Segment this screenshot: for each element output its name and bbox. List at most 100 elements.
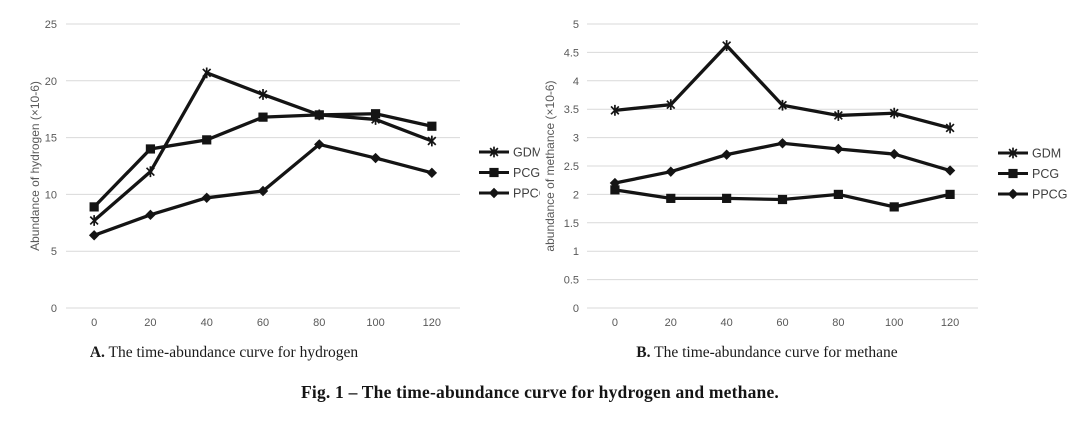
methane-chart: 0 0.5 1 1.5 2 2.5 3 3.5 4 4.5 5 0 20 40 60 80 100 120 abun… bbox=[543, 19, 1067, 329]
x-tick-label: 20 bbox=[665, 317, 677, 329]
marker-star-icon bbox=[489, 146, 499, 158]
y-tick-label: 2.5 bbox=[564, 161, 579, 173]
caption-panel-a: A. The time-abundance curve for hydrogen bbox=[0, 344, 448, 362]
legend-label: GDM bbox=[1032, 147, 1061, 161]
legend-item-gdm: GDM bbox=[479, 146, 540, 160]
legend: GDM PCG PPCG bbox=[998, 147, 1067, 202]
x-axis-ticks: 0 20 40 60 80 100 120 bbox=[91, 317, 441, 329]
marker-diamond-icon bbox=[777, 138, 788, 149]
marker-diamond-icon bbox=[833, 143, 844, 155]
marker-square-icon bbox=[833, 189, 843, 199]
marker-star-icon bbox=[1008, 147, 1018, 159]
marker-square-icon bbox=[945, 189, 955, 199]
marker-star-icon bbox=[202, 67, 212, 79]
marker-square-icon bbox=[1008, 168, 1018, 179]
caption-panel-b: B. The time-abundance curve for methane bbox=[540, 344, 994, 362]
marker-diamond-icon bbox=[1007, 188, 1019, 200]
marker-star-icon bbox=[145, 166, 155, 178]
x-tick-label: 120 bbox=[941, 317, 959, 329]
y-axis-title: abundance of methance (×10-6) bbox=[543, 80, 557, 251]
x-tick-label: 40 bbox=[721, 317, 733, 329]
marker-diamond-icon bbox=[88, 230, 100, 241]
gridlines bbox=[587, 23, 978, 309]
series-PCG bbox=[89, 109, 437, 212]
caption-b-label: B. bbox=[636, 344, 651, 361]
marker-diamond-icon bbox=[257, 185, 269, 197]
marker-diamond-icon bbox=[426, 167, 438, 179]
caption-a-text: The time-abundance curve for hydrogen bbox=[104, 344, 359, 361]
y-tick-label: 3.5 bbox=[564, 104, 579, 116]
x-tick-label: 0 bbox=[612, 317, 618, 329]
y-tick-label: 4.5 bbox=[564, 47, 579, 59]
series-line-PPCG bbox=[614, 141, 951, 185]
marker-star-icon bbox=[833, 110, 843, 121]
series-GDM bbox=[610, 40, 955, 134]
marker-diamond-icon bbox=[201, 192, 212, 204]
x-tick-label: 100 bbox=[885, 317, 903, 329]
y-tick-label: 25 bbox=[45, 19, 57, 31]
y-tick-label: 3 bbox=[573, 133, 579, 145]
marker-square-icon bbox=[258, 112, 268, 122]
x-tick-label: 120 bbox=[423, 317, 441, 329]
marker-square-icon bbox=[202, 135, 212, 145]
legend-item-pcg: PCG bbox=[998, 167, 1059, 181]
x-tick-label: 60 bbox=[776, 317, 788, 329]
y-tick-label: 1 bbox=[573, 246, 579, 258]
y-axis-ticks: 0 0.5 1 1.5 2 2.5 3 3.5 4 4.5 5 bbox=[564, 19, 579, 315]
marker-square-icon bbox=[889, 202, 899, 212]
marker-square-icon bbox=[777, 194, 788, 205]
y-tick-label: 0 bbox=[573, 303, 579, 315]
legend-item-ppcg: PPCG bbox=[998, 188, 1067, 202]
series-PCG bbox=[610, 185, 955, 212]
series-PPCG bbox=[609, 138, 956, 189]
marker-star-icon bbox=[945, 122, 955, 134]
x-tick-label: 40 bbox=[201, 317, 213, 329]
y-tick-label: 1.5 bbox=[564, 218, 579, 230]
marker-diamond-icon bbox=[370, 152, 381, 164]
legend-item-gdm: GDM bbox=[998, 147, 1061, 161]
y-tick-label: 0 bbox=[51, 303, 57, 315]
marker-diamond-icon bbox=[314, 139, 325, 150]
marker-square-icon bbox=[610, 185, 620, 195]
y-tick-label: 20 bbox=[45, 76, 57, 88]
legend-label: PPCG bbox=[513, 187, 540, 201]
legend-label: GDM bbox=[513, 146, 540, 160]
marker-square-icon bbox=[145, 144, 156, 154]
caption-b-text: The time-abundance curve for methane bbox=[650, 344, 898, 361]
y-tick-label: 10 bbox=[45, 189, 57, 201]
y-tick-label: 2 bbox=[573, 189, 579, 201]
x-tick-label: 20 bbox=[144, 317, 156, 329]
marker-diamond-icon bbox=[944, 165, 956, 176]
legend-item-ppcg: PPCG bbox=[479, 187, 540, 201]
legend-label: PCG bbox=[513, 166, 540, 180]
y-tick-label: 5 bbox=[573, 19, 579, 31]
series-line-GDM bbox=[614, 43, 951, 130]
marker-diamond-icon bbox=[665, 166, 676, 177]
y-tick-label: 15 bbox=[45, 133, 57, 145]
marker-square-icon bbox=[666, 193, 676, 203]
marker-diamond-icon bbox=[721, 149, 732, 160]
x-tick-label: 0 bbox=[91, 317, 97, 329]
marker-square-icon bbox=[370, 109, 381, 119]
marker-square-icon bbox=[314, 110, 324, 120]
legend-item-pcg: PCG bbox=[479, 166, 540, 180]
legend-label: PCG bbox=[1032, 167, 1059, 181]
marker-star-icon bbox=[889, 107, 899, 119]
x-axis-ticks: 0 20 40 60 80 100 120 bbox=[612, 317, 959, 329]
marker-star-icon bbox=[610, 104, 620, 116]
x-tick-label: 80 bbox=[832, 317, 844, 329]
y-tick-label: 4 bbox=[573, 76, 579, 88]
hydrogen-chart: 0 5 10 15 20 25 0 20 40 60 80 100 120 Abundance of hy… bbox=[28, 19, 540, 329]
x-tick-label: 100 bbox=[366, 317, 384, 329]
marker-star-icon bbox=[666, 99, 676, 111]
marker-square-icon bbox=[427, 121, 437, 131]
series-GDM bbox=[89, 67, 437, 226]
marker-diamond-icon bbox=[488, 187, 500, 199]
marker-square-icon bbox=[489, 167, 499, 178]
marker-square-icon bbox=[89, 202, 99, 212]
marker-star-icon bbox=[427, 135, 437, 147]
y-tick-label: 5 bbox=[51, 246, 57, 258]
caption-a-label: A. bbox=[89, 344, 105, 361]
x-tick-label: 80 bbox=[313, 317, 325, 329]
marker-star-icon bbox=[778, 99, 787, 111]
